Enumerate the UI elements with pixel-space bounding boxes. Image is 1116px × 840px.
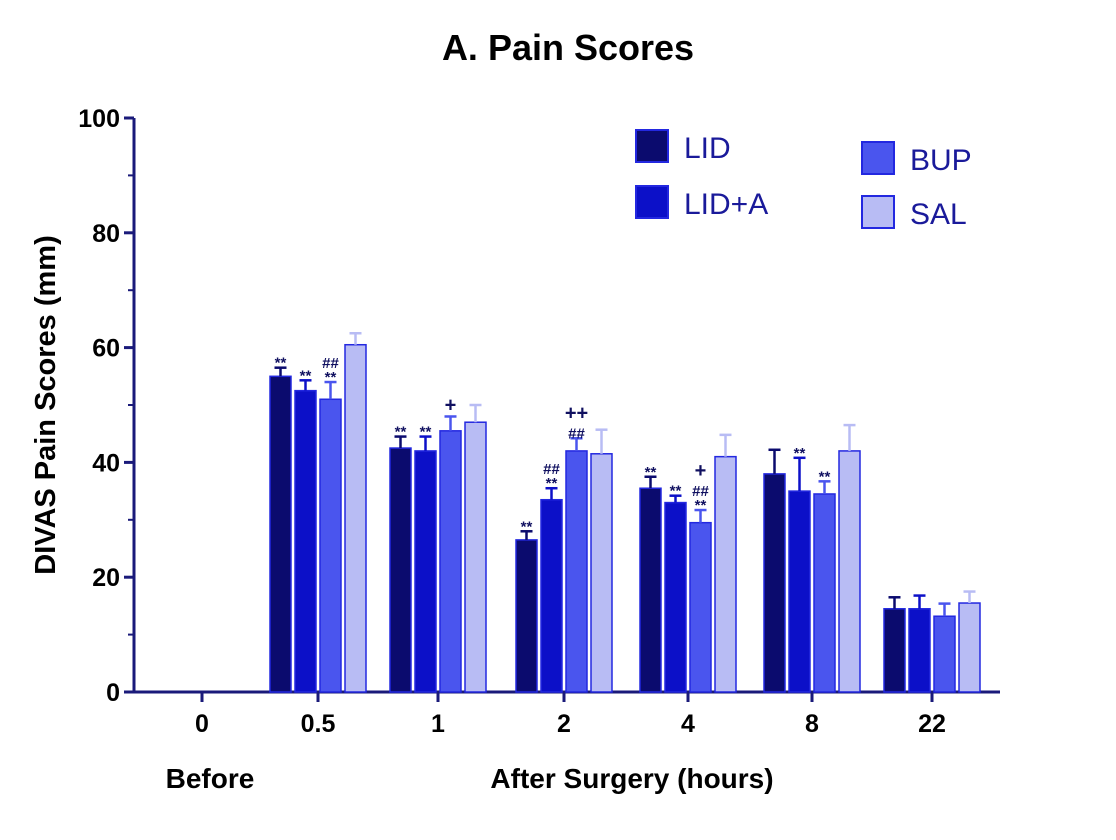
legend-label-sal: SAL: [910, 198, 967, 231]
y-axis-label: DIVAS Pain Scores (mm): [30, 235, 62, 575]
legend-label-lid: LID: [684, 132, 731, 165]
bar-bup-2: [565, 450, 588, 693]
legend-swatch-lid: [635, 129, 669, 163]
legend: LID LID+A BUP SAL: [635, 129, 972, 231]
y-tick-label: 60: [92, 335, 120, 363]
x-tick-label: 8: [805, 710, 819, 738]
y-tick-label: 40: [92, 449, 120, 477]
bar-lidplusa-0.5: [294, 389, 317, 693]
bar-bup-1: [439, 430, 462, 693]
bar-lid-1: [389, 447, 412, 693]
bar-lidplusa-1: [414, 450, 437, 693]
significance-annotation: **: [420, 424, 432, 441]
significance-annotation: **: [521, 518, 533, 535]
significance-annotation: **: [819, 468, 831, 485]
x-group-label-after: After Surgery (hours): [490, 763, 773, 794]
bar-lid-0.5: [269, 375, 292, 693]
bar-lid-8: [763, 473, 786, 693]
legend-swatch-lidplusa: [635, 185, 669, 219]
significance-annotation: ##: [543, 461, 560, 478]
significance-annotation: **: [395, 424, 407, 441]
bar-lidplusa-22: [908, 608, 931, 693]
significance-annotation: ##: [322, 355, 339, 372]
bar-lid-22: [883, 608, 906, 693]
y-tick-label: 20: [92, 564, 120, 592]
legend-swatch-sal: [861, 195, 895, 229]
significance-annotation: ##: [692, 483, 709, 500]
significance-annotation: +: [445, 394, 457, 416]
y-tick-label: 0: [106, 679, 120, 707]
x-tick-label: 4: [681, 710, 695, 738]
bar-lid-2: [515, 539, 538, 693]
bar-bup-0.5: [319, 398, 342, 693]
bar-lidplusa-2: [540, 498, 563, 693]
bar-sal-22: [958, 602, 981, 693]
x-tick-label: 0.5: [301, 710, 336, 738]
bar-bup-4: [689, 521, 712, 693]
y-tick-label: 100: [78, 105, 120, 133]
y-tick-label: 80: [92, 220, 120, 248]
x-tick-label: 22: [918, 710, 946, 738]
x-tick-label: 0: [195, 710, 209, 738]
legend-label-bup: BUP: [910, 144, 972, 177]
bar-lid-4: [639, 487, 662, 693]
x-tick-label: 2: [557, 710, 571, 738]
legend-label-lidplusa: LID+A: [684, 188, 768, 221]
bar-sal-0.5: [344, 343, 367, 693]
bar-sal-4: [714, 455, 737, 693]
bar-lidplusa-8: [788, 490, 811, 693]
significance-annotation: **: [300, 367, 312, 384]
significance-annotation: **: [645, 464, 657, 481]
significance-annotation: **: [794, 445, 806, 462]
bar-bup-8: [813, 493, 836, 693]
significance-annotation: ##: [568, 425, 585, 442]
bar-sal-1: [464, 421, 487, 693]
bar-sal-2: [590, 453, 613, 693]
significance-annotation: **: [275, 355, 287, 372]
significance-annotation: **: [546, 475, 558, 492]
x-tick-label: 1: [431, 710, 445, 738]
chart-title: A. Pain Scores: [442, 27, 694, 68]
significance-annotation: **: [695, 497, 707, 514]
significance-annotation: +: [695, 460, 707, 482]
bar-bup-22: [933, 615, 956, 693]
bar-sal-8: [838, 450, 861, 693]
bar-lidplusa-4: [664, 501, 687, 693]
significance-annotation: **: [325, 369, 337, 386]
x-group-label-before: Before: [166, 763, 255, 794]
legend-swatch-bup: [861, 141, 895, 175]
significance-annotation: **: [670, 483, 682, 500]
significance-annotation: ++: [565, 402, 588, 424]
